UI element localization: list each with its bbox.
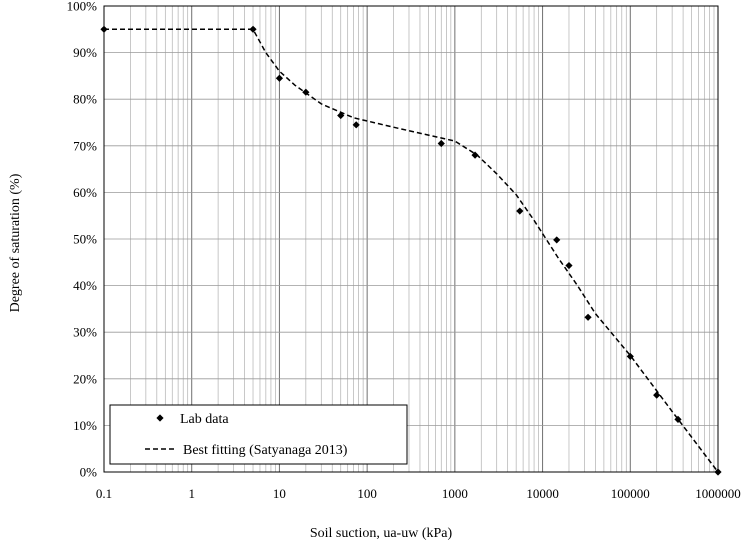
data-point — [626, 352, 634, 361]
legend: Lab data Best fitting (Satyanaga 2013) — [109, 404, 408, 465]
legend-box — [109, 404, 408, 465]
data-point — [584, 313, 592, 321]
x-tick-label: 100 — [357, 486, 377, 501]
y-axis-title: Degree of saturation (%) — [8, 173, 23, 312]
x-tick-label: 1000 — [442, 486, 468, 501]
data-point — [249, 25, 257, 33]
x-axis-title: Soil suction, ua-uw (kPa) — [310, 526, 453, 541]
y-tick-label: 40% — [73, 278, 97, 293]
x-tick-label: 100000 — [611, 486, 650, 501]
x-tick-label: 0.1 — [96, 486, 112, 501]
data-point — [714, 468, 722, 476]
data-point — [553, 236, 561, 244]
data-point — [565, 261, 573, 270]
y-tick-label: 100% — [67, 0, 98, 14]
x-tick-label: 1000000 — [695, 486, 741, 501]
plot-area — [103, 5, 719, 473]
x-tick-label: 10000 — [526, 486, 559, 501]
y-tick-label: 0% — [80, 465, 98, 480]
legend-label: Best fitting (Satyanaga 2013) — [183, 443, 348, 458]
x-axis-ticks: 0.1 1 10 100 1000 10000 100000 1000000 — [96, 486, 741, 501]
data-point — [516, 207, 524, 215]
data-point — [352, 121, 360, 129]
data-point — [674, 415, 682, 423]
series-layer — [100, 25, 722, 476]
grid — [103, 5, 719, 473]
y-tick-label: 50% — [73, 232, 97, 247]
y-tick-label: 70% — [73, 138, 97, 153]
data-point — [437, 139, 445, 148]
legend-entry-best-fitting: Best fitting (Satyanaga 2013) — [145, 443, 348, 458]
y-tick-label: 10% — [73, 418, 97, 433]
data-point — [471, 151, 479, 159]
data-point — [337, 111, 345, 120]
y-tick-label: 30% — [73, 325, 97, 340]
legend-entry-lab-data: Lab data — [156, 412, 229, 427]
y-axis-ticks: 0% 10% 20% 30% 40% 50% 60% 70% 80% 90% 100% — [67, 0, 98, 480]
x-tick-label: 1 — [188, 486, 195, 501]
y-tick-label: 20% — [73, 371, 97, 386]
y-tick-label: 90% — [73, 45, 97, 60]
data-point — [653, 391, 661, 399]
legend-marker-diamond-icon — [156, 414, 164, 422]
y-tick-label: 80% — [73, 92, 97, 107]
data-point — [275, 74, 284, 82]
legend-label: Lab data — [180, 412, 229, 427]
x-tick-label: 10 — [273, 486, 286, 501]
data-point — [100, 25, 108, 33]
y-tick-label: 60% — [73, 185, 97, 200]
data-point — [302, 88, 310, 96]
